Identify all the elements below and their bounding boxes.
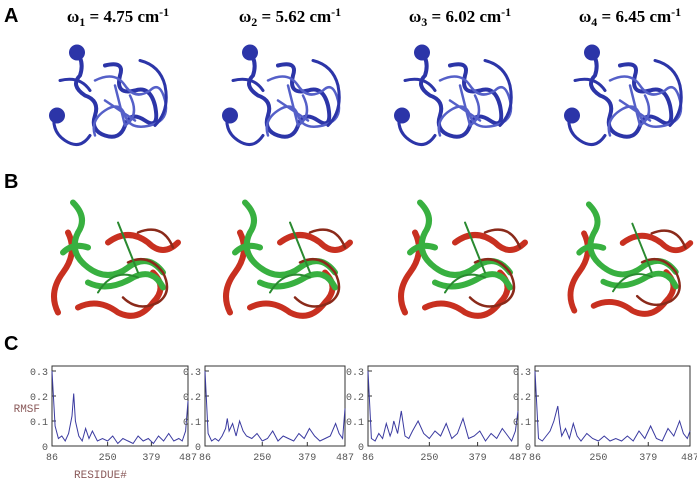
mode-title: ω2 = 5.62 cm-1	[239, 5, 341, 29]
subscript: 2	[251, 15, 257, 29]
title-text: = 4.75 cm	[85, 7, 159, 26]
rmsf-line	[534, 370, 691, 442]
structure-a	[564, 45, 681, 145]
x-tick-label: 250	[589, 453, 607, 464]
rmsf-line	[367, 370, 519, 443]
y-tick-label: 0.1	[346, 418, 364, 429]
subscript: 4	[591, 15, 597, 29]
panel-label: A	[4, 5, 18, 27]
y-tick-label: 0	[525, 443, 531, 454]
plot-frame	[204, 365, 346, 447]
panel-label: B	[4, 171, 18, 193]
title-text: = 5.62 cm	[257, 7, 331, 26]
superscript: -1	[159, 5, 169, 19]
y-tick-label: 0.3	[183, 368, 201, 379]
mode-title: ω4 = 6.45 cm-1	[579, 5, 681, 29]
y-tick-label: 0	[358, 443, 364, 454]
rmsf-line	[51, 370, 189, 445]
symbol: ω	[409, 7, 421, 26]
plot-frame	[367, 365, 519, 447]
y-tick-label: 0.1	[30, 418, 48, 429]
structure-b	[401, 203, 525, 316]
x-tick-label: 86	[46, 453, 58, 464]
x-tick-label: 487	[179, 453, 197, 464]
symbol: ω	[239, 7, 251, 26]
y-tick-label: 0.1	[183, 418, 201, 429]
superscript: -1	[671, 5, 681, 19]
x-tick-label: 250	[99, 453, 117, 464]
structure-b	[54, 203, 178, 316]
x-tick-label: 379	[298, 453, 316, 464]
mode-title: ω1 = 4.75 cm-1	[67, 5, 169, 29]
x-tick-label: 86	[362, 453, 374, 464]
structure-a	[222, 45, 339, 145]
rmsf-line	[204, 370, 346, 442]
subscript: 3	[421, 15, 427, 29]
x-tick-label: 487	[336, 453, 354, 464]
mode-title: ω3 = 6.02 cm-1	[409, 5, 511, 29]
x-tick-label: 86	[199, 453, 211, 464]
y-tick-label: 0.3	[513, 368, 531, 379]
title-text: = 6.45 cm	[597, 7, 671, 26]
x-tick-label: 487	[681, 453, 697, 464]
y-tick-label: 0.3	[346, 368, 364, 379]
y-tick-label: 0	[42, 443, 48, 454]
y-tick-label: 0.2	[513, 393, 531, 404]
y-tick-label: 0.3	[30, 368, 48, 379]
symbol: ω	[67, 7, 79, 26]
symbol: ω	[579, 7, 591, 26]
structure-a	[49, 45, 166, 145]
plot-frame	[534, 365, 691, 447]
structure-a	[394, 45, 511, 145]
superscript: -1	[331, 5, 341, 19]
x-tick-label: 250	[420, 453, 438, 464]
structure-b	[570, 204, 690, 314]
x-tick-label: 250	[253, 453, 271, 464]
y-tick-label: 0.2	[30, 393, 48, 404]
superscript: -1	[501, 5, 511, 19]
y-tick-label: 0.2	[183, 393, 201, 404]
x-axis-label: RESIDUE#	[74, 470, 127, 482]
panel-label: C	[4, 333, 18, 355]
y-tick-label: 0.1	[513, 418, 531, 429]
y-axis-label: RMSF	[14, 404, 40, 416]
title-text: = 6.02 cm	[427, 7, 501, 26]
y-tick-label: 0	[195, 443, 201, 454]
x-tick-label: 379	[142, 453, 160, 464]
x-tick-label: 379	[639, 453, 657, 464]
x-tick-label: 379	[469, 453, 487, 464]
x-tick-label: 487	[509, 453, 527, 464]
y-tick-label: 0.2	[346, 393, 364, 404]
x-tick-label: 86	[529, 453, 541, 464]
subscript: 1	[79, 15, 85, 29]
structure-b	[226, 203, 350, 316]
